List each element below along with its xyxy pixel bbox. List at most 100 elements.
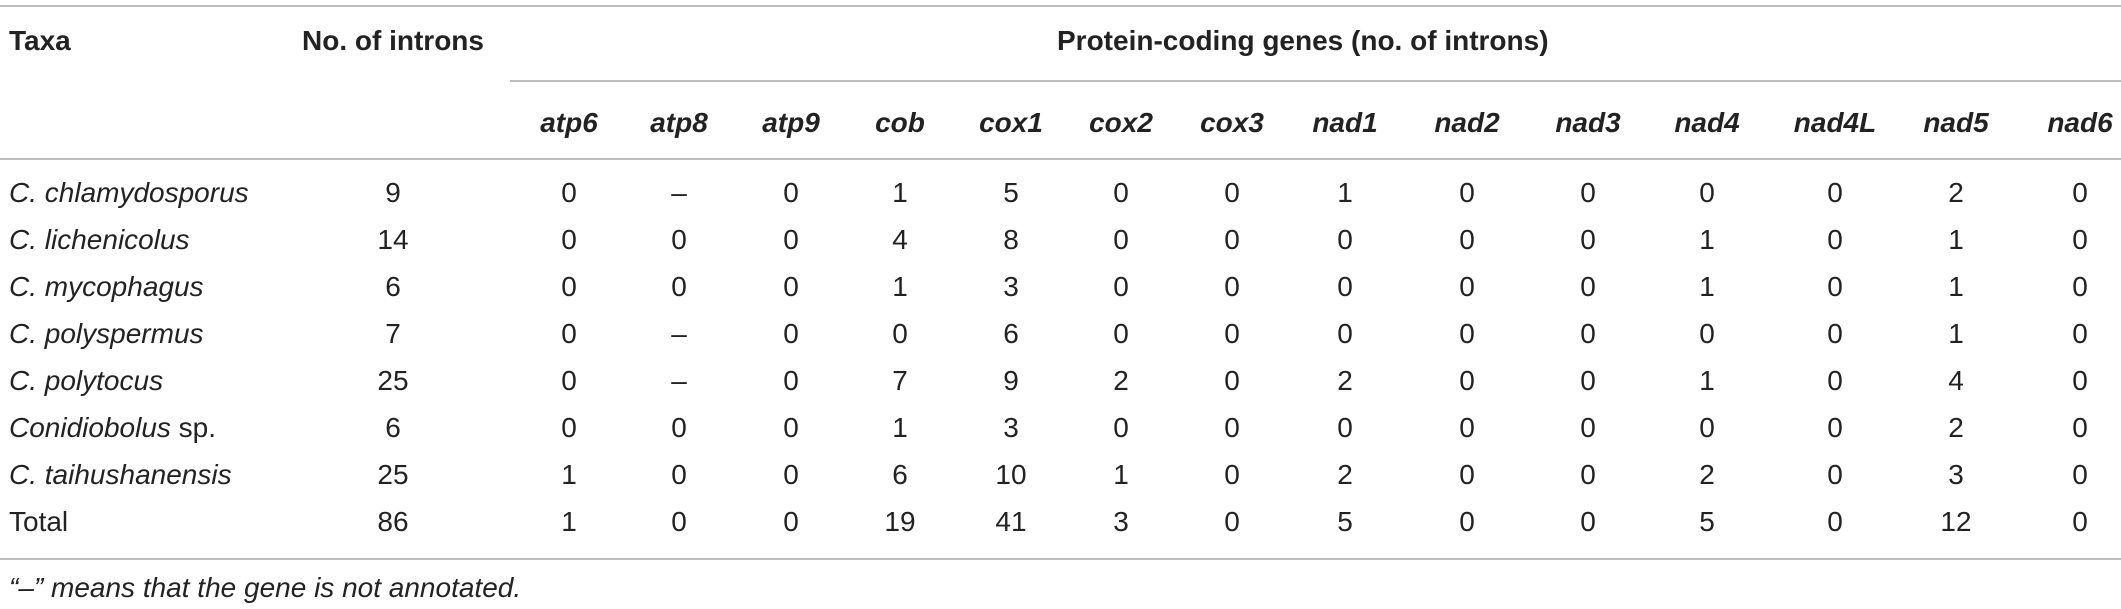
header-protein-coding-genes: Protein-coding genes (no. of introns) <box>1057 25 1549 56</box>
intron-count-nad1: 2 <box>1337 365 1353 396</box>
intron-count-atp8: 0 <box>671 506 687 537</box>
gene-header-atp6: atp6 <box>540 107 598 138</box>
intron-total: 25 <box>377 459 409 490</box>
intron-count-nad6: 0 <box>2072 412 2088 443</box>
intron-count-atp6: 0 <box>561 271 577 302</box>
intron-count-nad3: 0 <box>1580 318 1596 349</box>
intron-count-nad3: 0 <box>1580 271 1596 302</box>
intron-count-nad5: 12 <box>1940 506 1972 537</box>
intron-count-nad5: 1 <box>1948 318 1964 349</box>
taxon-cell: Total <box>9 505 68 539</box>
intron-total: 86 <box>377 506 409 537</box>
intron-count-cox3: 0 <box>1224 177 1240 208</box>
intron-count-nad4L: 0 <box>1827 271 1843 302</box>
taxon-name: C. polytocus <box>9 365 164 396</box>
taxon-cell: Conidiobolus sp. <box>9 411 216 445</box>
taxon-cell: C. chlamydosporus <box>9 176 249 210</box>
bottom-rule <box>0 558 2121 560</box>
top-rule <box>0 5 2121 7</box>
taxon-name: Conidiobolus <box>9 412 171 443</box>
intron-count-nad4L: 0 <box>1827 459 1843 490</box>
intron-count-nad2: 0 <box>1459 318 1475 349</box>
intron-count-cox3: 0 <box>1224 224 1240 255</box>
intron-count-atp9: 0 <box>783 224 799 255</box>
intron-count-cob: 19 <box>884 506 916 537</box>
intron-count-atp9: 0 <box>783 271 799 302</box>
intron-count-nad6: 0 <box>2072 318 2088 349</box>
gene-header-nad4: nad4 <box>1674 107 1740 138</box>
intron-count-atp9: 0 <box>783 177 799 208</box>
intron-count-cox3: 0 <box>1224 412 1240 443</box>
intron-count-nad6: 0 <box>2072 459 2088 490</box>
intron-count-cob: 4 <box>892 224 908 255</box>
intron-count-nad2: 0 <box>1459 412 1475 443</box>
intron-count-nad2: 0 <box>1459 365 1475 396</box>
intron-count-cox2: 2 <box>1113 365 1129 396</box>
gene-header-atp9: atp9 <box>762 107 820 138</box>
intron-count-cox1: 9 <box>1003 365 1019 396</box>
intron-count-atp6: 0 <box>561 177 577 208</box>
gene-header-nad4L: nad4L <box>1793 107 1877 138</box>
gene-header-cox1: cox1 <box>979 107 1043 138</box>
intron-count-nad3: 0 <box>1580 224 1596 255</box>
gene-header-cob: cob <box>875 107 925 138</box>
intron-count-nad5: 1 <box>1948 224 1964 255</box>
intron-count-nad5: 1 <box>1948 271 1964 302</box>
intron-count-nad4L: 0 <box>1827 506 1843 537</box>
intron-count-cox2: 0 <box>1113 271 1129 302</box>
intron-count-nad4L: 0 <box>1827 318 1843 349</box>
taxon-name: C. lichenicolus <box>9 224 190 255</box>
intron-count-atp9: 0 <box>783 412 799 443</box>
intron-count-atp9: 0 <box>783 365 799 396</box>
intron-count-nad1: 0 <box>1337 271 1353 302</box>
taxon-name: C. taihushanensis <box>9 459 232 490</box>
intron-count-cox2: 1 <box>1113 459 1129 490</box>
intron-count-nad3: 0 <box>1580 177 1596 208</box>
intron-count-atp8: 0 <box>671 412 687 443</box>
intron-count-nad4: 0 <box>1699 318 1715 349</box>
intron-count-nad1: 0 <box>1337 412 1353 443</box>
intron-total: 14 <box>377 224 409 255</box>
intron-count-nad6: 0 <box>2072 506 2088 537</box>
intron-count-nad1: 2 <box>1337 459 1353 490</box>
intron-count-nad4: 0 <box>1699 412 1715 443</box>
intron-count-nad1: 1 <box>1337 177 1353 208</box>
gene-header-nad3: nad3 <box>1555 107 1621 138</box>
gene-header-nad1: nad1 <box>1312 107 1378 138</box>
intron-count-nad1: 0 <box>1337 318 1353 349</box>
intron-count-nad4: 1 <box>1699 224 1715 255</box>
intron-total: 7 <box>385 318 401 349</box>
intron-count-cox1: 41 <box>995 506 1027 537</box>
intron-count-nad4L: 0 <box>1827 177 1843 208</box>
taxon-suffix: Total <box>9 506 69 537</box>
intron-count-atp8: – <box>671 365 687 396</box>
intron-count-cox3: 0 <box>1224 318 1240 349</box>
header-no-introns: No. of introns <box>302 25 484 56</box>
intron-count-nad2: 0 <box>1459 506 1475 537</box>
intron-count-nad1: 0 <box>1337 224 1353 255</box>
intron-count-nad6: 0 <box>2072 224 2088 255</box>
header-rule <box>0 158 2121 160</box>
intron-count-nad1: 5 <box>1337 506 1353 537</box>
gene-header-nad2: nad2 <box>1434 107 1500 138</box>
taxon-cell: C. polyspermus <box>9 317 204 351</box>
intron-count-nad6: 0 <box>2072 177 2088 208</box>
intron-count-cox3: 0 <box>1224 459 1240 490</box>
intron-count-atp9: 0 <box>783 459 799 490</box>
intron-count-nad4L: 0 <box>1827 412 1843 443</box>
intron-count-nad4: 1 <box>1699 365 1715 396</box>
taxon-name: C. chlamydosporus <box>9 177 249 208</box>
intron-count-atp8: – <box>671 177 687 208</box>
intron-count-atp6: 1 <box>561 506 577 537</box>
intron-count-cob: 1 <box>892 177 908 208</box>
intron-count-cox3: 0 <box>1224 506 1240 537</box>
intron-count-cob: 0 <box>892 318 908 349</box>
taxon-cell: C. taihushanensis <box>9 458 232 492</box>
intron-count-cox2: 0 <box>1113 412 1129 443</box>
intron-count-cob: 1 <box>892 271 908 302</box>
intron-count-nad4L: 0 <box>1827 365 1843 396</box>
intron-count-cob: 1 <box>892 412 908 443</box>
intron-count-atp6: 0 <box>561 365 577 396</box>
intron-count-nad2: 0 <box>1459 459 1475 490</box>
taxon-cell: C. lichenicolus <box>9 223 190 257</box>
